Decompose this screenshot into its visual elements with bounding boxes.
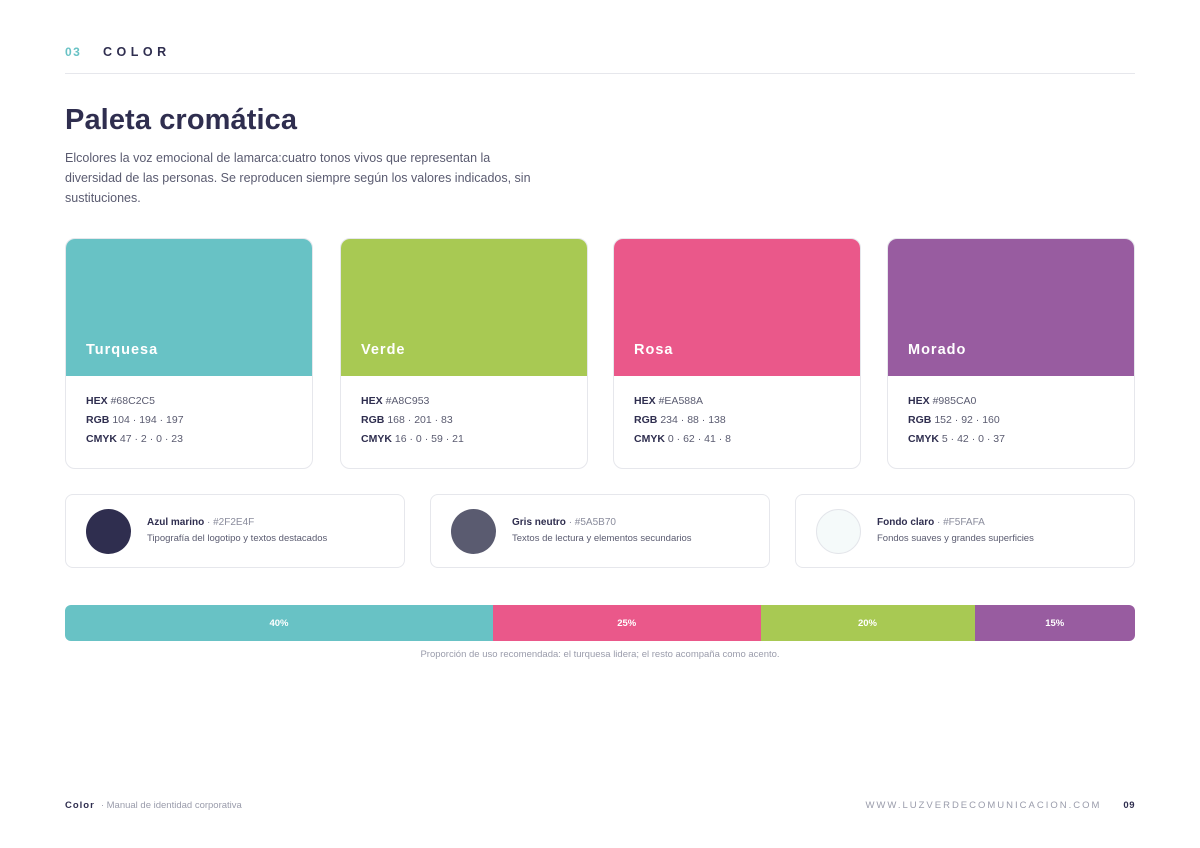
hex-label: HEX <box>361 395 383 407</box>
footer-section: Color <box>65 800 95 811</box>
color-dot <box>86 509 131 554</box>
hex-value: #EA588A <box>658 395 703 407</box>
neutral-card-fondo-claro: Fondo claro · #F5FAFA Fondos suaves y gr… <box>795 494 1135 568</box>
hex-row: HEX #EA588A <box>634 395 731 414</box>
color-swatch <box>888 239 1134 376</box>
neutral-card-azul-marino: Azul marino · #2F2E4F Tipografía del log… <box>65 494 405 568</box>
color-card-verde: Verde HEX #A8C953 RGB 168 · 201 · 83 CMYK 1… <box>340 238 588 469</box>
footer-right: WWW.LUZVERDECOMUNICACION.COM 09 <box>865 800 1135 811</box>
footer-website: WWW.LUZVERDECOMUNICACION.COM <box>865 800 1102 811</box>
color-specs: HEX #985CA0 RGB 152 · 92 · 160 CMYK 5 · 42 … <box>908 395 1005 452</box>
color-dot <box>451 509 496 554</box>
color-card-turquesa: Turquesa HEX #68C2C5 RGB 104 · 194 · 197 C… <box>65 238 313 469</box>
usage-caption: Proporción de uso recomendada: el turque… <box>420 649 780 660</box>
cmyk-label: CMYK <box>361 433 392 445</box>
cmyk-label: CMYK <box>86 433 117 445</box>
cmyk-label: CMYK <box>908 433 939 445</box>
neutral-hex: · #5A5B70 <box>568 517 616 528</box>
neutral-title: Azul marino · #2F2E4F <box>147 517 254 528</box>
rgb-label: RGB <box>86 414 110 426</box>
usage-segment-turquesa: 40% <box>65 605 493 641</box>
hex-row: HEX #68C2C5 <box>86 395 184 414</box>
neutral-name: Fondo claro <box>877 517 935 528</box>
hex-value: #68C2C5 <box>110 395 155 407</box>
color-dot <box>816 509 861 554</box>
neutral-card-gris-neutro: Gris neutro · #5A5B70 Textos de lectura … <box>430 494 770 568</box>
neutral-color-cards: Azul marino · #2F2E4F Tipografía del log… <box>65 494 1135 568</box>
hex-value: #985CA0 <box>932 395 977 407</box>
color-swatch <box>614 239 860 376</box>
hex-row: HEX #A8C953 <box>361 395 464 414</box>
neutral-hex: · #F5FAFA <box>937 517 985 528</box>
color-name: Verde <box>361 342 406 358</box>
hex-value: #A8C953 <box>385 395 430 407</box>
footer-subtitle: · Manual de identidad corporativa <box>100 800 242 811</box>
neutral-description: Textos de lectura y elementos secundario… <box>512 533 692 544</box>
color-swatch <box>66 239 312 376</box>
page-number: 09 <box>1123 800 1135 811</box>
color-card-rosa: Rosa HEX #EA588A RGB 234 · 88 · 138 CMYK 0 … <box>613 238 861 469</box>
usage-proportion-bar: 40% 25% 20% 15% <box>65 605 1135 641</box>
neutral-description: Fondos suaves y grandes superficies <box>877 533 1034 544</box>
cmyk-row: CMYK 0 · 62 · 41 · 8 <box>634 433 731 452</box>
section-title: COLOR <box>103 45 171 59</box>
primary-color-cards: Turquesa HEX #68C2C5 RGB 104 · 194 · 197 C… <box>65 238 1135 469</box>
color-name: Rosa <box>634 342 674 358</box>
color-specs: HEX #EA588A RGB 234 · 88 · 138 CMYK 0 · 62 … <box>634 395 731 452</box>
hex-label: HEX <box>86 395 108 407</box>
hex-row: HEX #985CA0 <box>908 395 1005 414</box>
rgb-label: RGB <box>908 414 932 426</box>
section-number: 03 <box>65 45 82 59</box>
page-title: Paleta cromática <box>65 104 298 136</box>
cmyk-value: 47 · 2 · 0 · 23 <box>119 433 183 445</box>
usage-segment-verde: 20% <box>760 605 975 641</box>
neutral-title: Gris neutro · #5A5B70 <box>512 517 616 528</box>
cmyk-row: CMYK 16 · 0 · 59 · 21 <box>361 433 464 452</box>
rgb-value: 234 · 88 · 138 <box>660 414 726 426</box>
cmyk-label: CMYK <box>634 433 665 445</box>
rgb-row: RGB 168 · 201 · 83 <box>361 414 464 433</box>
neutral-name: Gris neutro <box>512 517 566 528</box>
cmyk-value: 0 · 62 · 41 · 8 <box>667 433 731 445</box>
rgb-label: RGB <box>361 414 385 426</box>
hex-label: HEX <box>908 395 930 407</box>
rgb-row: RGB 152 · 92 · 160 <box>908 414 1005 433</box>
rgb-label: RGB <box>634 414 658 426</box>
rgb-value: 104 · 194 · 197 <box>112 414 184 426</box>
cmyk-row: CMYK 5 · 42 · 0 · 37 <box>908 433 1005 452</box>
color-swatch <box>341 239 587 376</box>
rgb-row: RGB 234 · 88 · 138 <box>634 414 731 433</box>
rgb-value: 152 · 92 · 160 <box>934 414 1000 426</box>
color-specs: HEX #68C2C5 RGB 104 · 194 · 197 CMYK 47 · 2… <box>86 395 184 452</box>
neutral-title: Fondo claro · #F5FAFA <box>877 517 985 528</box>
cmyk-value: 16 · 0 · 59 · 21 <box>394 433 464 445</box>
color-name: Morado <box>908 342 967 358</box>
usage-segment-morado: 15% <box>974 605 1135 641</box>
neutral-name: Azul marino <box>147 517 205 528</box>
section-header: 03 COLOR <box>65 45 1135 74</box>
neutral-description: Tipografía del logotipo y textos destaca… <box>147 533 328 544</box>
rgb-value: 168 · 201 · 83 <box>387 414 453 426</box>
usage-segment-rosa: 25% <box>493 605 761 641</box>
color-name: Turquesa <box>86 342 159 358</box>
color-specs: HEX #A8C953 RGB 168 · 201 · 83 CMYK 16 · 0 … <box>361 395 464 452</box>
cmyk-value: 5 · 42 · 0 · 37 <box>941 433 1005 445</box>
neutral-hex: · #2F2E4F <box>207 517 255 528</box>
hex-label: HEX <box>634 395 656 407</box>
cmyk-row: CMYK 47 · 2 · 0 · 23 <box>86 433 184 452</box>
rgb-row: RGB 104 · 194 · 197 <box>86 414 184 433</box>
footer-left: Color · Manual de identidad corporativa <box>65 800 242 811</box>
intro-paragraph: Elcolores la voz emocional de lamarca:cu… <box>65 151 531 205</box>
color-card-morado: Morado HEX #985CA0 RGB 152 · 92 · 160 CMYK… <box>887 238 1135 469</box>
